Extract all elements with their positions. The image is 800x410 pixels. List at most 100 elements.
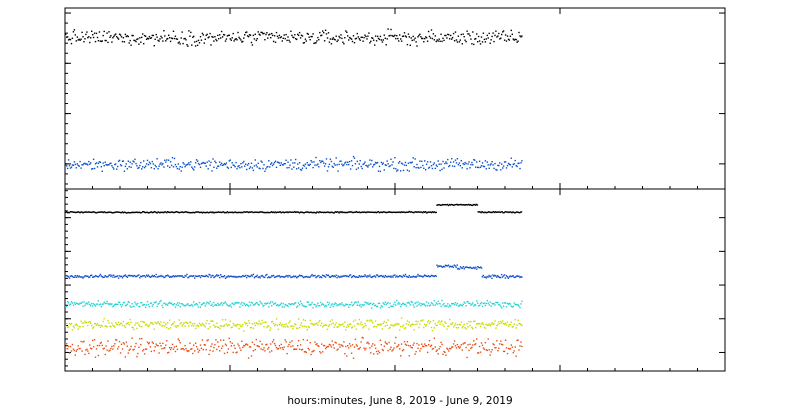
data-point — [412, 324, 414, 326]
data-point — [372, 343, 374, 345]
data-point — [78, 303, 80, 305]
data-point — [223, 302, 226, 304]
data-point — [307, 347, 309, 350]
data-point — [445, 161, 447, 163]
data-point — [413, 166, 415, 168]
data-point — [456, 324, 459, 326]
data-point — [273, 303, 276, 305]
data-point — [196, 348, 199, 350]
data-point — [440, 163, 442, 165]
data-point — [484, 160, 487, 162]
data-point — [461, 43, 463, 45]
data-point — [425, 275, 428, 277]
data-point — [517, 304, 519, 306]
data-point — [328, 276, 331, 278]
data-point — [239, 347, 241, 349]
data-point — [92, 305, 94, 307]
data-point — [308, 164, 310, 167]
data-point — [72, 325, 75, 327]
data-point — [389, 302, 391, 305]
data-point — [219, 276, 221, 279]
data-point — [211, 170, 213, 172]
data-point — [217, 302, 219, 305]
data-point — [90, 347, 92, 349]
data-point — [464, 266, 466, 269]
data-point — [517, 211, 520, 214]
data-point — [335, 274, 337, 276]
data-point — [206, 319, 208, 322]
data-point — [506, 211, 508, 213]
data-point — [237, 276, 239, 278]
data-point — [143, 348, 145, 351]
data-point — [168, 302, 170, 304]
data-point — [387, 349, 389, 352]
data-point — [426, 304, 429, 307]
data-point — [111, 165, 113, 167]
data-point — [267, 325, 269, 327]
data-point — [180, 170, 182, 172]
data-point — [521, 300, 523, 302]
data-point — [422, 212, 424, 214]
data-point — [172, 211, 175, 214]
data-point — [494, 162, 496, 165]
data-point — [108, 31, 110, 33]
data-point — [249, 166, 252, 168]
data-point — [234, 302, 236, 304]
data-point — [227, 305, 230, 307]
data-point — [470, 347, 472, 349]
data-point — [251, 341, 254, 343]
data-point — [455, 327, 458, 329]
data-point — [382, 275, 384, 277]
data-point — [486, 161, 488, 163]
electron-panel — [64, 7, 726, 190]
data-point — [219, 327, 221, 330]
data-point — [230, 306, 232, 308]
data-point — [310, 35, 312, 38]
data-point — [518, 31, 520, 34]
data-point — [286, 325, 288, 327]
data-point — [459, 346, 461, 348]
data-point — [252, 350, 255, 352]
data-point — [87, 164, 89, 166]
data-point — [268, 211, 270, 214]
data-point — [444, 266, 446, 268]
data-point — [368, 328, 370, 330]
data-point — [339, 346, 341, 348]
data-point — [478, 160, 481, 162]
data-point — [278, 34, 281, 37]
data-point — [341, 276, 343, 278]
data-point — [476, 338, 478, 340]
data-point — [291, 303, 293, 305]
data-point — [499, 162, 501, 164]
data-point — [72, 164, 75, 166]
data-point — [409, 304, 411, 306]
data-point — [277, 275, 280, 277]
data-point — [365, 301, 367, 304]
data-point — [167, 37, 169, 40]
data-point — [251, 275, 254, 277]
data-point — [376, 353, 379, 355]
data-point — [277, 305, 280, 307]
data-point — [309, 163, 311, 166]
data-point — [389, 275, 391, 277]
data-point — [510, 29, 512, 32]
data-point — [226, 35, 229, 37]
data-point — [346, 303, 348, 306]
data-point — [341, 344, 343, 347]
data-point — [330, 43, 333, 45]
data-point — [174, 350, 177, 353]
data-point — [452, 343, 455, 345]
data-point — [185, 39, 187, 41]
data-point — [207, 302, 209, 304]
data-point — [199, 211, 202, 214]
data-point — [229, 159, 231, 161]
data-point — [254, 33, 256, 35]
data-point — [123, 275, 126, 277]
data-point — [113, 35, 115, 38]
data-point — [465, 204, 467, 206]
data-point — [196, 211, 199, 213]
data-point — [480, 211, 482, 214]
data-point — [327, 325, 330, 327]
data-point — [490, 275, 492, 277]
data-point — [142, 275, 144, 277]
